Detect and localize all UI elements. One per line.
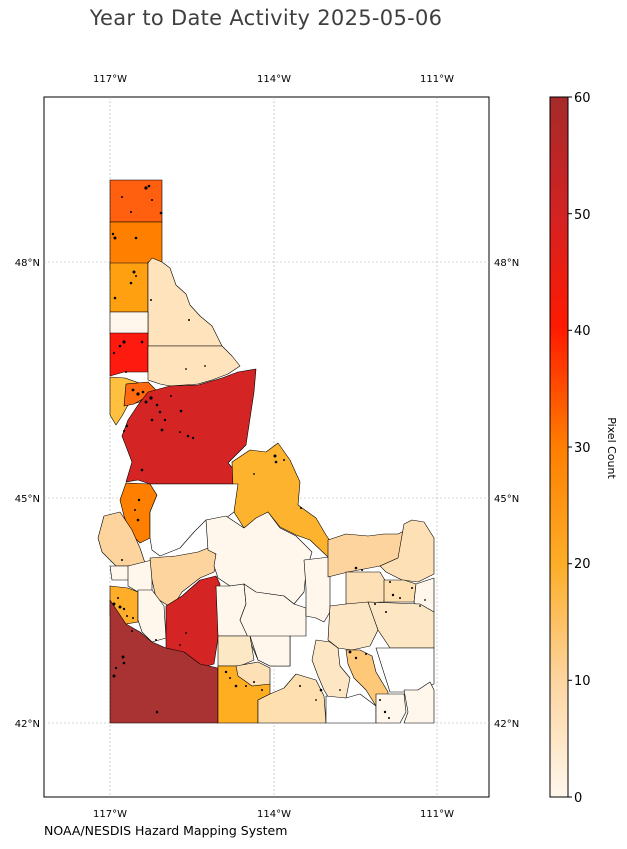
- lon-tick-label: 111°W: [420, 809, 454, 820]
- colorbar-tick-labels: 0 10 20 30 40 50 60: [574, 91, 591, 806]
- county-ada[interactable]: [137, 589, 167, 643]
- lat-tick-label: 42°N: [494, 719, 519, 730]
- lat-tick-label: 45°N: [15, 494, 40, 505]
- county-valley[interactable]: [149, 483, 239, 557]
- colorbar-tick-label: 30: [574, 441, 591, 456]
- county-bearlake[interactable]: [403, 681, 435, 724]
- lat-tick-label: 42°N: [15, 719, 40, 730]
- county-kootenai[interactable]: [109, 262, 149, 313]
- county-clearwater[interactable]: [147, 345, 241, 387]
- lon-tick-label: 114°W: [257, 74, 291, 85]
- lon-labels-bottom: 117°W 114°W 111°W: [93, 809, 454, 820]
- lon-labels-top: 117°W 114°W 111°W: [93, 74, 454, 85]
- county-gem[interactable]: [127, 559, 153, 593]
- county-benewah[interactable]: [109, 311, 149, 335]
- county-butte[interactable]: [303, 556, 331, 623]
- county-fremont[interactable]: [379, 519, 435, 583]
- colorbar-tick-label: 60: [574, 91, 591, 106]
- county-jefferson[interactable]: [345, 571, 387, 605]
- lat-labels-right: 48°N 45°N 42°N: [494, 258, 519, 730]
- lon-tick-label: 117°W: [93, 809, 127, 820]
- colorbar: [549, 96, 569, 798]
- lon-tick-label: 114°W: [257, 809, 291, 820]
- lon-tick-label: 117°W: [93, 74, 127, 85]
- colorbar-tick-label: 40: [574, 324, 591, 339]
- colorbar-tick-label: 0: [574, 791, 582, 806]
- county-gooding[interactable]: [217, 635, 255, 667]
- colorbar-title: Pixel Count: [605, 417, 618, 479]
- map-title: Year to Date Activity 2025-05-06: [89, 6, 443, 30]
- county-boundary[interactable]: [109, 179, 163, 223]
- county-cassia[interactable]: [257, 673, 327, 724]
- lat-labels-left: 48°N 45°N 42°N: [15, 258, 40, 730]
- colorbar-tick-label: 10: [574, 674, 591, 689]
- lon-tick-label: 111°W: [420, 74, 454, 85]
- colorbar-tick-label: 20: [574, 557, 591, 572]
- lat-tick-label: 45°N: [494, 494, 519, 505]
- data-source-credit: NOAA/NESDIS Hazard Mapping System: [44, 823, 288, 838]
- lat-tick-label: 48°N: [15, 258, 40, 269]
- county-owyhee[interactable]: [109, 599, 219, 724]
- colorbar-ticks: [568, 96, 572, 798]
- lat-tick-label: 48°N: [494, 258, 519, 269]
- county-latah[interactable]: [109, 332, 149, 377]
- fire-detections: [111, 184, 426, 719]
- county-polygons: [97, 179, 435, 724]
- county-jerome[interactable]: [235, 661, 271, 687]
- colorbar-tick-label: 50: [574, 208, 591, 223]
- county-lincoln[interactable]: [249, 635, 291, 667]
- county-franklin[interactable]: [375, 693, 407, 724]
